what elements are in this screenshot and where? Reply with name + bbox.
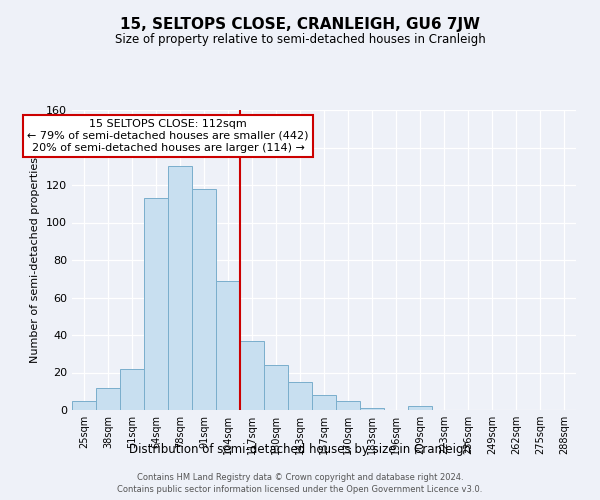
Text: 15, SELTOPS CLOSE, CRANLEIGH, GU6 7JW: 15, SELTOPS CLOSE, CRANLEIGH, GU6 7JW xyxy=(120,18,480,32)
Bar xyxy=(336,400,360,410)
Bar xyxy=(240,340,264,410)
Bar xyxy=(408,406,432,410)
Text: Distribution of semi-detached houses by size in Cranleigh: Distribution of semi-detached houses by … xyxy=(129,442,471,456)
Text: Size of property relative to semi-detached houses in Cranleigh: Size of property relative to semi-detach… xyxy=(115,32,485,46)
Bar xyxy=(120,369,144,410)
Bar xyxy=(288,382,312,410)
Bar xyxy=(168,166,192,410)
Bar xyxy=(312,395,336,410)
Bar xyxy=(96,388,120,410)
Bar xyxy=(144,198,168,410)
Bar xyxy=(192,188,216,410)
Bar xyxy=(360,408,384,410)
Bar xyxy=(216,280,240,410)
Bar xyxy=(264,365,288,410)
Y-axis label: Number of semi-detached properties: Number of semi-detached properties xyxy=(31,157,40,363)
Text: 15 SELTOPS CLOSE: 112sqm
← 79% of semi-detached houses are smaller (442)
20% of : 15 SELTOPS CLOSE: 112sqm ← 79% of semi-d… xyxy=(27,120,309,152)
Text: Contains public sector information licensed under the Open Government Licence v3: Contains public sector information licen… xyxy=(118,485,482,494)
Text: Contains HM Land Registry data © Crown copyright and database right 2024.: Contains HM Land Registry data © Crown c… xyxy=(137,472,463,482)
Bar xyxy=(72,400,96,410)
